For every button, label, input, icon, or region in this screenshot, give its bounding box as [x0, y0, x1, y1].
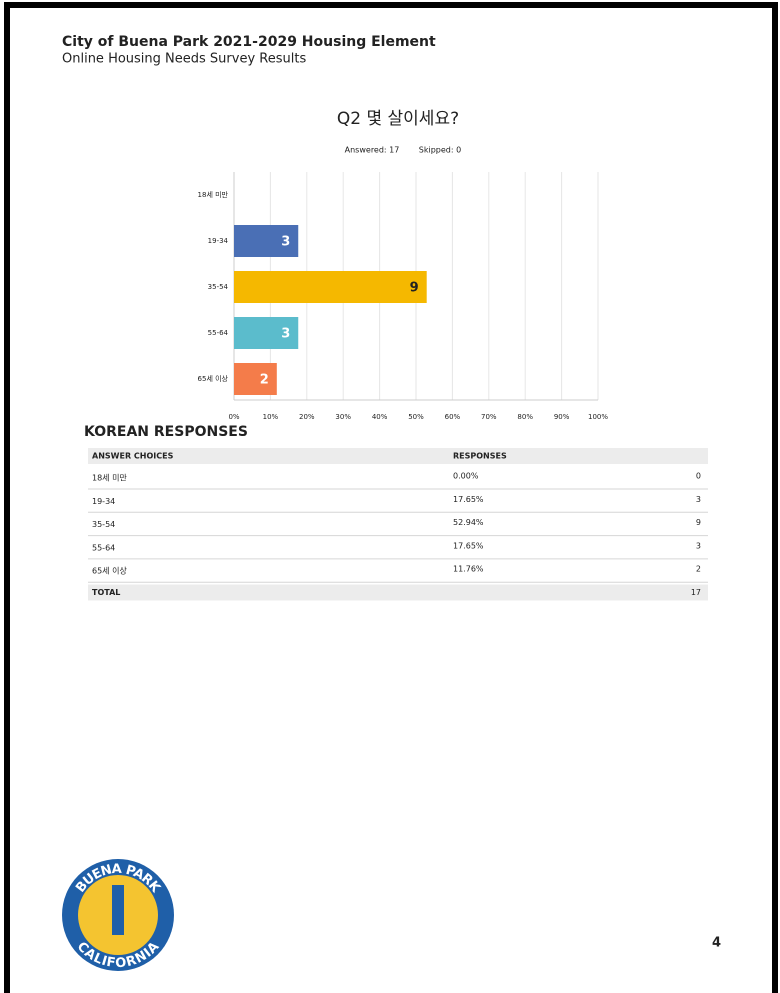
bar — [234, 271, 427, 303]
y-tick-label: 18세 미만 — [198, 190, 229, 199]
table-cell: 0 — [696, 472, 701, 481]
table-cell: 0.00% — [453, 472, 479, 481]
x-tick-label: 100% — [588, 413, 608, 421]
page-number: 4 — [712, 936, 721, 951]
bar — [234, 317, 299, 349]
table-total-value: 17 — [691, 588, 701, 597]
bar — [234, 225, 299, 257]
table-total-label: TOTAL — [92, 588, 120, 597]
logo-tower — [112, 885, 124, 935]
x-tick-label: 60% — [445, 413, 461, 421]
table-header: ANSWER CHOICES — [92, 452, 174, 461]
y-tick-label: 55-64 — [208, 329, 229, 337]
table-cell: 55-64 — [92, 543, 115, 552]
y-tick-label: 65세 이상 — [198, 374, 229, 383]
table-header-bg — [88, 448, 708, 464]
bar — [234, 363, 277, 395]
x-tick-label: 80% — [517, 413, 533, 421]
logo: BUENA PARK CALIFORNIA — [62, 859, 174, 971]
x-tick-label: 50% — [408, 413, 424, 421]
data-label: 3 — [281, 327, 290, 342]
table-cell: 52.94% — [453, 518, 484, 527]
doc-title: City of Buena Park 2021-2029 Housing Ele… — [62, 34, 436, 50]
table-header: RESPONSES — [453, 452, 507, 461]
table-cell: 17.65% — [453, 541, 484, 550]
y-tick-label: 35-54 — [208, 283, 229, 291]
table-cell: 35-54 — [92, 520, 115, 529]
x-tick-label: 70% — [481, 413, 497, 421]
x-tick-label: 10% — [263, 413, 279, 421]
x-tick-label: 30% — [335, 413, 351, 421]
table-cell: 2 — [696, 565, 701, 574]
table-cell: 17.65% — [453, 495, 484, 504]
data-label: 9 — [410, 281, 419, 296]
x-tick-label: 40% — [372, 413, 388, 421]
table-cell: 11.76% — [453, 565, 484, 574]
table-cell: 3 — [696, 541, 701, 550]
page-border — [4, 2, 778, 993]
y-tick-label: 19-34 — [208, 237, 229, 245]
table-total-bg — [88, 584, 708, 601]
answered: Answered: 17 — [345, 146, 400, 155]
chart-title: Q2 몇 살이세요? — [337, 109, 459, 129]
doc-subtitle: Online Housing Needs Survey Results — [62, 52, 306, 67]
table-cell: 65세 이상 — [92, 566, 127, 576]
x-tick-label: 0% — [228, 413, 239, 421]
x-tick-label: 20% — [299, 413, 315, 421]
x-tick-label: 90% — [554, 413, 570, 421]
data-label: 3 — [281, 235, 290, 250]
table-title: KOREAN RESPONSES — [84, 424, 248, 440]
table-cell: 9 — [696, 518, 701, 527]
table-cell: 3 — [696, 495, 701, 504]
data-label: 2 — [260, 373, 269, 388]
table-cell: 18세 미만 — [92, 474, 127, 483]
skipped: Skipped: 0 — [419, 146, 461, 155]
table-cell: 19-34 — [92, 497, 115, 506]
